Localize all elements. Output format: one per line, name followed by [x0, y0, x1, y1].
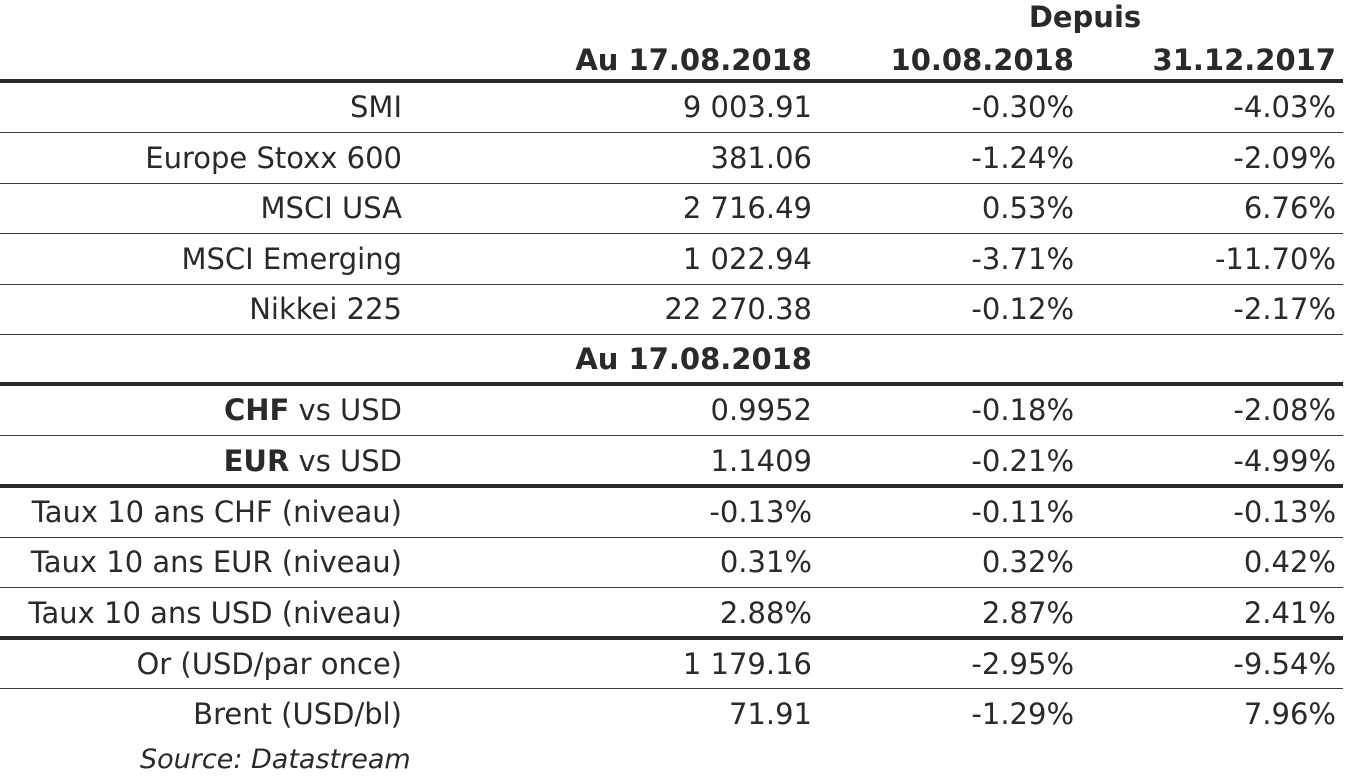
source-note: Source: Datastream	[140, 744, 411, 775]
header-rule	[0, 79, 1343, 83]
currency-code: CHF	[223, 393, 290, 427]
row-change-year: 2.41%	[1243, 596, 1336, 630]
row-label: Nikkei 225	[249, 292, 402, 326]
row-divider	[0, 334, 1343, 335]
row-value: 1 179.16	[682, 647, 812, 681]
row-change-year: -9.54%	[1233, 647, 1336, 681]
row-value: 1 022.94	[682, 242, 812, 276]
row-change-week: -1.29%	[971, 697, 1074, 731]
column-header-since-year: 31.12.2017	[1152, 43, 1336, 77]
row-value: 2.88%	[719, 596, 812, 630]
row-change-week: 0.53%	[981, 191, 1074, 225]
row-change-week: -0.18%	[971, 393, 1074, 427]
row-change-year: 6.76%	[1243, 191, 1336, 225]
row-change-year: -0.13%	[1233, 495, 1336, 529]
row-divider	[0, 284, 1343, 285]
row-divider	[0, 233, 1343, 234]
row-label: Europe Stoxx 600	[145, 141, 402, 175]
row-change-year: -4.03%	[1233, 90, 1336, 124]
row-value: 0.31%	[719, 545, 812, 579]
row-divider	[0, 587, 1343, 588]
row-value: 71.91	[728, 697, 812, 731]
row-divider	[0, 435, 1343, 436]
row-change-week: -1.24%	[971, 141, 1074, 175]
row-label: EUR vs USD	[0, 436, 402, 486]
row-change-week: -0.11%	[971, 495, 1074, 529]
row-change-week: -0.12%	[971, 292, 1074, 326]
row-change-year: -2.09%	[1233, 141, 1336, 175]
row-change-week: 2.87%	[981, 596, 1074, 630]
row-label: Taux 10 ans EUR (niveau)	[30, 545, 402, 579]
row-change-year: 7.96%	[1243, 697, 1336, 731]
row-value: 2 716.49	[682, 191, 812, 225]
row-change-year: 0.42%	[1243, 545, 1336, 579]
column-header-date: Au 17.08.2018	[575, 43, 812, 77]
row-change-week: 0.32%	[981, 545, 1074, 579]
row-label: Brent (USD/bl)	[193, 697, 402, 731]
row-value: 0.9952	[710, 393, 812, 427]
depuis-header: Depuis	[1028, 0, 1142, 34]
row-change-week: -2.95%	[971, 647, 1074, 681]
row-label: Taux 10 ans CHF (niveau)	[31, 495, 402, 529]
row-label: Or (USD/par once)	[136, 647, 402, 681]
row-divider	[0, 537, 1343, 538]
row-divider	[0, 688, 1343, 689]
column-header-since-week: 10.08.2018	[890, 43, 1074, 77]
section-rule	[0, 636, 1343, 640]
row-change-year: -4.99%	[1233, 444, 1336, 478]
row-change-year: -2.17%	[1233, 292, 1336, 326]
row-change-week: -3.71%	[971, 242, 1074, 276]
row-label-suffix: vs USD	[289, 444, 402, 478]
row-change-year: -11.70%	[1214, 242, 1336, 276]
row-divider	[0, 183, 1343, 184]
section-header-date: Au 17.08.2018	[575, 342, 812, 376]
row-label: CHF vs USD	[0, 385, 402, 435]
row-value: 1.1409	[710, 444, 812, 478]
row-divider	[0, 132, 1343, 133]
section-rule	[0, 382, 1343, 386]
row-change-year: -2.08%	[1233, 393, 1336, 427]
currency-code: EUR	[223, 444, 290, 478]
row-label: SMI	[350, 90, 402, 124]
row-label: Taux 10 ans USD (niveau)	[28, 596, 402, 630]
row-label: MSCI USA	[260, 191, 402, 225]
row-change-week: -0.30%	[971, 90, 1074, 124]
row-label-suffix: vs USD	[289, 393, 402, 427]
row-label: MSCI Emerging	[181, 242, 402, 276]
row-value: 381.06	[710, 141, 812, 175]
row-value: 22 270.38	[664, 292, 812, 326]
row-value: -0.13%	[709, 495, 812, 529]
row-value: 9 003.91	[682, 90, 812, 124]
section-rule	[0, 484, 1343, 488]
row-change-week: -0.21%	[971, 444, 1074, 478]
